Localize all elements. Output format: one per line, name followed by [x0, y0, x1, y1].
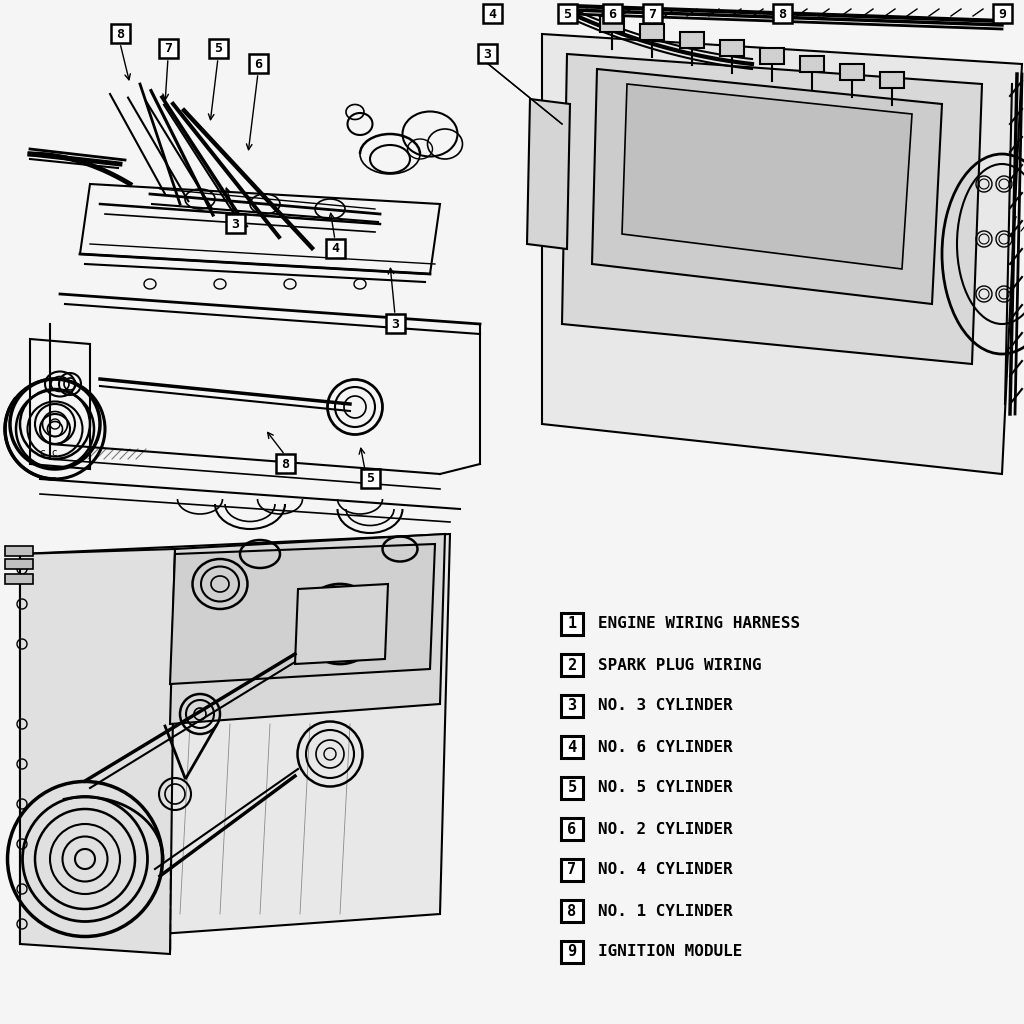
Text: 8: 8 — [567, 903, 577, 919]
Bar — [5, 559, 33, 569]
Text: NO. 4 CYLINDER: NO. 4 CYLINDER — [598, 862, 733, 878]
Text: NO. 1 CYLINDER: NO. 1 CYLINDER — [598, 903, 733, 919]
Text: 6: 6 — [567, 821, 577, 837]
Bar — [603, 4, 622, 23]
Text: 4: 4 — [567, 739, 577, 755]
Text: 6: 6 — [254, 57, 262, 71]
Text: 8: 8 — [778, 7, 786, 20]
Bar — [561, 859, 583, 881]
Bar — [111, 24, 130, 43]
Text: NO. 2 CYLINDER: NO. 2 CYLINDER — [598, 821, 733, 837]
Bar — [561, 613, 583, 635]
Text: NO. 3 CYLINDER: NO. 3 CYLINDER — [598, 698, 733, 714]
Text: NO. 6 CYLINDER: NO. 6 CYLINDER — [598, 739, 733, 755]
Bar — [680, 32, 705, 48]
Bar — [558, 4, 577, 23]
Text: 8: 8 — [281, 458, 289, 470]
Text: 4: 4 — [331, 243, 339, 256]
Bar — [840, 63, 864, 80]
Bar — [773, 4, 792, 23]
Polygon shape — [592, 69, 942, 304]
Text: NO. 5 CYLINDER: NO. 5 CYLINDER — [598, 780, 733, 796]
Polygon shape — [20, 549, 175, 954]
Text: SPARK PLUG WIRING: SPARK PLUG WIRING — [598, 657, 762, 673]
Text: 5: 5 — [214, 43, 222, 55]
Text: 5: 5 — [563, 7, 571, 20]
Text: 5: 5 — [366, 472, 374, 485]
Bar — [561, 777, 583, 799]
Text: 3: 3 — [483, 47, 490, 60]
Bar — [159, 39, 178, 58]
Bar — [561, 695, 583, 717]
Bar — [993, 4, 1012, 23]
Polygon shape — [542, 34, 1022, 474]
Text: 2: 2 — [567, 657, 577, 673]
Bar — [276, 454, 295, 473]
Bar — [880, 72, 904, 88]
Bar — [361, 469, 380, 488]
Polygon shape — [295, 584, 388, 664]
Bar — [640, 24, 664, 40]
Text: ENGINE WIRING HARNESS: ENGINE WIRING HARNESS — [598, 616, 800, 632]
Text: 3: 3 — [391, 317, 399, 331]
Polygon shape — [20, 534, 450, 944]
Bar — [326, 239, 345, 258]
Bar — [561, 736, 583, 758]
Bar — [5, 546, 33, 556]
Bar — [226, 214, 245, 233]
Bar — [209, 39, 228, 58]
Bar — [5, 574, 33, 584]
Text: 7: 7 — [164, 43, 172, 55]
Text: 6: 6 — [608, 7, 616, 20]
Text: 3: 3 — [231, 217, 239, 230]
Bar — [483, 4, 502, 23]
Text: c c: c c — [40, 449, 57, 458]
Bar — [561, 941, 583, 963]
Text: 7: 7 — [648, 7, 656, 20]
Text: 9: 9 — [567, 944, 577, 959]
Bar — [561, 818, 583, 840]
Polygon shape — [622, 84, 912, 269]
Text: IGNITION MODULE: IGNITION MODULE — [598, 944, 742, 959]
Bar — [643, 4, 662, 23]
Text: 8: 8 — [116, 28, 124, 41]
Bar — [478, 44, 497, 63]
Bar — [600, 16, 624, 32]
Bar — [386, 314, 406, 333]
Polygon shape — [562, 54, 982, 364]
Text: 9: 9 — [998, 7, 1006, 20]
Bar — [561, 900, 583, 922]
Polygon shape — [170, 544, 435, 684]
Polygon shape — [170, 534, 445, 724]
Text: 7: 7 — [567, 862, 577, 878]
Text: 4: 4 — [488, 7, 496, 20]
Text: 1: 1 — [567, 616, 577, 632]
Bar — [800, 56, 824, 72]
Polygon shape — [527, 99, 570, 249]
Bar — [760, 48, 784, 63]
Text: 5: 5 — [567, 780, 577, 796]
Bar — [561, 654, 583, 676]
Text: 3: 3 — [567, 698, 577, 714]
Bar — [720, 40, 744, 56]
Bar — [249, 54, 268, 73]
